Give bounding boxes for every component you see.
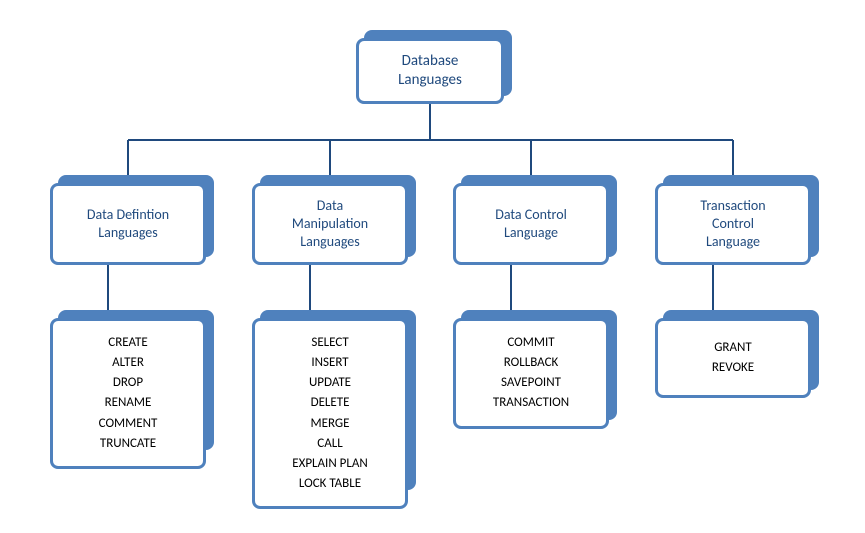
branch-3-label-3: Language	[706, 233, 760, 251]
item: RENAME	[105, 393, 152, 413]
items-node-1: SELECT INSERT UPDATE DELETE MERGE CALL E…	[252, 318, 408, 509]
item: ROLLBACK	[504, 353, 559, 373]
branch-3-label-2: Control	[712, 215, 754, 233]
root-label-2: Languages	[398, 71, 462, 91]
root-label-1: Database	[402, 52, 459, 72]
item: CALL	[317, 434, 342, 454]
branch-1-label-2: Manipulation	[292, 215, 368, 233]
item: MERGE	[311, 414, 350, 434]
branch-node-0: Data Defintion Languages	[50, 183, 206, 265]
item: REVOKE	[712, 358, 754, 378]
item: LOCK TABLE	[299, 474, 361, 494]
branch-2-label-2: Language	[504, 224, 558, 242]
item: DELETE	[311, 393, 350, 413]
item: EXPLAIN PLAN	[292, 454, 368, 474]
branch-3-label-1: Transaction	[700, 197, 765, 215]
branch-node-1: Data Manipulation Languages	[252, 183, 408, 265]
items-node-2: COMMIT ROLLBACK SAVEPOINT TRANSACTION	[453, 318, 609, 429]
item: COMMENT	[99, 414, 158, 434]
item: CREATE	[108, 333, 147, 353]
branch-1-label-1: Data	[317, 197, 343, 215]
root-node: Database Languages	[356, 38, 504, 104]
branch-1-label-3: Languages	[300, 233, 360, 251]
items-node-0: CREATE ALTER DROP RENAME COMMENT TRUNCAT…	[50, 318, 206, 469]
branch-node-3: Transaction Control Language	[655, 183, 811, 265]
branch-0-label-2: Languages	[98, 224, 158, 242]
branch-2-label-1: Data Control	[495, 206, 567, 224]
item: SAVEPOINT	[501, 373, 561, 393]
branch-0-label-1: Data Defintion	[87, 206, 169, 224]
branch-node-2: Data Control Language	[453, 183, 609, 265]
item: GRANT	[714, 338, 752, 358]
item: TRANSACTION	[493, 393, 569, 413]
item: SELECT	[311, 333, 348, 353]
item: INSERT	[311, 353, 348, 373]
item: DROP	[113, 373, 143, 393]
item: ALTER	[112, 353, 144, 373]
hierarchy-diagram: Database Languages Data Defintion Langua…	[0, 0, 865, 533]
item: TRUNCATE	[100, 434, 156, 454]
items-node-3: GRANT REVOKE	[655, 318, 811, 398]
item: COMMIT	[507, 333, 554, 353]
item: UPDATE	[309, 373, 351, 393]
